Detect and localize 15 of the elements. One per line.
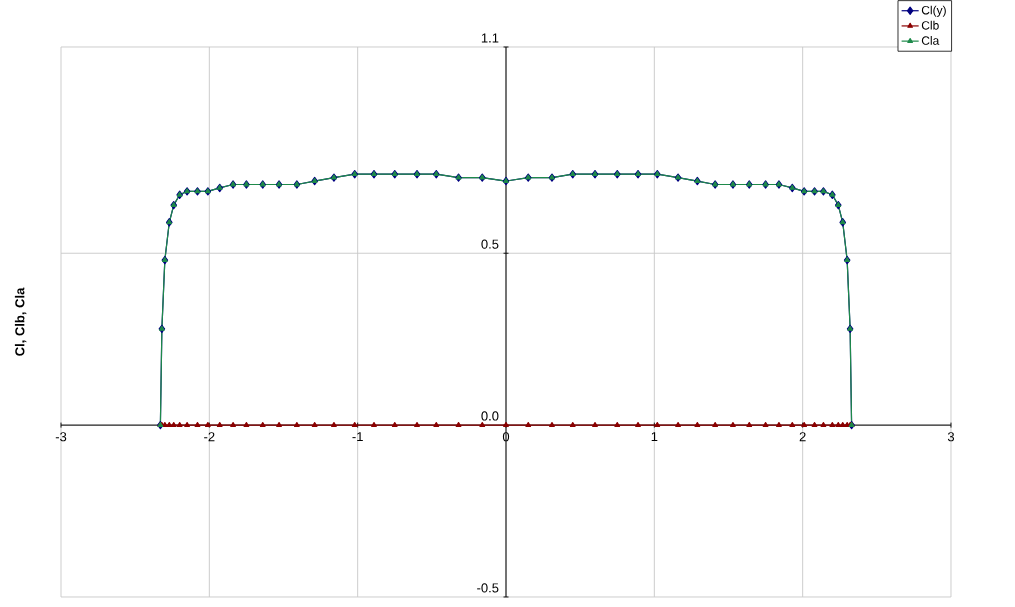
- y-tick-label: 1.1: [481, 33, 499, 43]
- x-tick-label: -2: [204, 432, 215, 442]
- x-tick-label: 3: [947, 432, 955, 442]
- x-tick-label: 2: [799, 432, 806, 442]
- legend-label: Cla: [921, 36, 940, 45]
- y-tick-label: 0.5: [481, 239, 499, 249]
- y-axis-title: Cl, Clb, Cla: [14, 287, 27, 356]
- x-tick-label: 1: [651, 432, 658, 442]
- y-tick-label: -0.5: [477, 583, 499, 593]
- legend-label: Clb: [921, 20, 939, 30]
- y-tick-label: 0.0: [481, 411, 499, 421]
- x-tick-label: 0: [502, 432, 510, 442]
- legend-label: Cl(y): [921, 5, 946, 17]
- x-tick-label: -3: [55, 432, 67, 442]
- x-tick-label: -1: [352, 432, 363, 442]
